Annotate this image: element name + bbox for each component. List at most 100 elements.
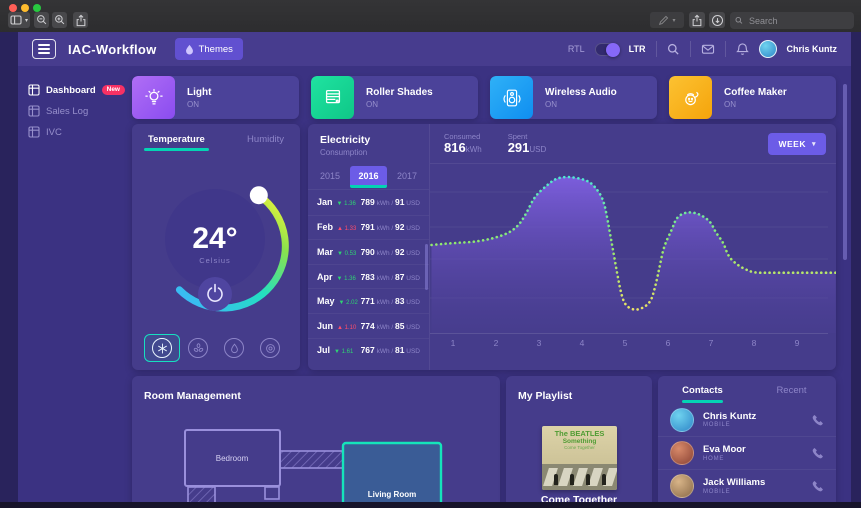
app-header: IAC-Workflow Themes RTL LTR Chris Kuntz [18, 32, 851, 66]
room-management-panel: Room Management Bedroom Living Room [132, 376, 500, 508]
delta-up-indicator: ▲ 1.33 [337, 226, 357, 233]
phone-icon [812, 414, 823, 425]
call-button[interactable] [812, 414, 824, 426]
tab-recent[interactable]: Recent [776, 385, 807, 396]
tab-humidity[interactable]: Humidity [247, 134, 284, 145]
contact-type: HOME [703, 455, 725, 462]
x-tick: 1 [450, 338, 456, 348]
avatar [670, 407, 694, 432]
wireless-audio-tile [490, 76, 533, 119]
sidebar-item-ivc[interactable]: IVC [28, 126, 124, 138]
tab-temperature[interactable]: Temperature [144, 134, 209, 151]
zoom-window-button[interactable] [33, 4, 41, 12]
call-button[interactable] [812, 480, 824, 492]
temperature-value: 24° [192, 222, 237, 255]
share-page-button[interactable] [689, 12, 705, 28]
delta-down-indicator: ▼ 1.36 [336, 201, 356, 208]
month-row[interactable]: Jan ▼ 1.36 789 kWh / 91 USD [308, 190, 429, 215]
thermostat-dial-button[interactable] [198, 277, 232, 311]
contact-type: MOBILE [703, 422, 731, 429]
downloads-button[interactable] [709, 12, 725, 28]
mode-cooler-button[interactable] [144, 334, 180, 362]
room-bedroom[interactable]: Bedroom [184, 429, 281, 487]
rtl-ltr-toggle[interactable] [594, 42, 620, 57]
chart-dotted-line [430, 175, 836, 311]
mode-humidity-button[interactable] [216, 334, 252, 362]
rtl-label: RTL [567, 44, 585, 54]
search-input[interactable] [747, 14, 849, 27]
mode-fan-button[interactable] [180, 334, 216, 362]
year-tabs: 2015 2016 2017 [308, 157, 429, 190]
consumption-chart[interactable] [430, 170, 836, 333]
gauge-knob[interactable] [249, 186, 268, 205]
month-list-scrollbar[interactable] [425, 244, 428, 290]
device-card-light[interactable]: Light ON [132, 76, 299, 119]
messages-button[interactable] [701, 43, 715, 55]
year-tab-2017[interactable]: 2017 [396, 171, 417, 181]
year-tab-2016[interactable]: 2016 [350, 166, 387, 188]
fan-icon [193, 342, 203, 352]
sidebar-item-label: Dashboard [46, 84, 96, 96]
month-row[interactable]: Apr ▼ 1.36 783 kWh / 87 USD [308, 263, 429, 289]
share-button[interactable] [73, 12, 88, 28]
electricity-chart-area: Consumed 816kWh Spent 291USD WEEK ▾ [430, 124, 836, 370]
page-scrollbar[interactable] [843, 84, 847, 260]
living-room-label: Living Room [368, 490, 416, 499]
minimize-window-button[interactable] [21, 4, 29, 12]
light-bulb-icon [144, 88, 163, 105]
device-title: Wireless Audio [545, 86, 617, 98]
user-avatar[interactable] [758, 40, 777, 58]
call-button[interactable] [812, 447, 824, 459]
month-row[interactable]: Jun ▲ 1.10 774 kWh / 85 USD [308, 312, 429, 338]
x-axis-labels: 1 2 3 4 5 6 7 8 9 [432, 338, 819, 348]
playlist-title: My Playlist [518, 390, 573, 402]
month-row[interactable]: May ▼ 2.02 771 kWh / 83 USD [308, 288, 429, 313]
temperature-gauge[interactable]: 24° Celsius [132, 153, 300, 329]
header-search-button[interactable] [667, 43, 680, 56]
month-row[interactable]: Jul ▼ 1.61 767 kWh / 81 USD [308, 337, 429, 363]
tab-contacts[interactable]: Contacts [658, 385, 747, 403]
range-dropdown-button[interactable]: WEEK ▾ [768, 132, 826, 155]
mail-icon [701, 44, 714, 54]
room-living[interactable]: Living Room [341, 441, 443, 508]
device-card-roller-shades[interactable]: Roller Shades ON [311, 76, 478, 119]
themes-button[interactable]: Themes [174, 38, 243, 60]
month-label: Apr [317, 271, 333, 282]
share-icon [76, 14, 85, 26]
zoom-out-button[interactable] [34, 12, 49, 28]
mode-auto-button[interactable] [252, 334, 288, 362]
month-row[interactable]: Mar ▼ 0.53 790 kWh / 92 USD [308, 239, 429, 264]
album-cover[interactable]: The BEATLES Something Come Together [542, 426, 617, 490]
contacts-panel: Contacts Recent Chris Kuntz MOBILE Eva M… [658, 376, 836, 508]
roller-shades-icon [325, 89, 340, 103]
sidebar-toggle-button[interactable]: ▾ [8, 12, 30, 28]
zoom-in-button[interactable] [52, 12, 67, 28]
close-window-button[interactable] [9, 4, 17, 12]
menu-button[interactable] [32, 39, 56, 59]
contact-row[interactable]: Chris Kuntz MOBILE [658, 403, 836, 436]
month-values: 771 kWh / 83 USD [360, 296, 420, 307]
chart-area-fill [431, 177, 836, 333]
device-card-wireless-audio[interactable]: Wireless Audio ON [490, 76, 657, 119]
notifications-button[interactable] [735, 42, 749, 56]
contact-row[interactable]: Jack Williams MOBILE [658, 469, 836, 502]
sidebar-item-dashboard[interactable]: Dashboard New [28, 84, 125, 96]
divider [655, 41, 657, 57]
room-title: Room Management [144, 390, 241, 402]
app-title: IAC-Workflow [68, 41, 157, 57]
download-circle-icon [711, 14, 723, 26]
sidebar-item-sales-log[interactable]: Sales Log [28, 105, 124, 117]
album-art-road [542, 464, 617, 490]
month-values: 791 kWh / 92 USD [360, 222, 420, 233]
year-tab-2015[interactable]: 2015 [320, 171, 341, 181]
contact-row[interactable]: Eva Moor HOME [658, 436, 836, 469]
device-card-coffee-maker[interactable]: Coffee Maker ON [669, 76, 836, 119]
spent-unit: USD [529, 144, 547, 154]
month-row[interactable]: Feb ▲ 1.33 791 kWh / 92 USD [308, 214, 429, 240]
window-bottom-edge [0, 502, 861, 508]
phone-icon [812, 481, 823, 492]
edit-split-button[interactable]: ▾ [650, 12, 684, 28]
range-label: WEEK [778, 138, 806, 149]
browser-search-field[interactable] [730, 12, 854, 29]
